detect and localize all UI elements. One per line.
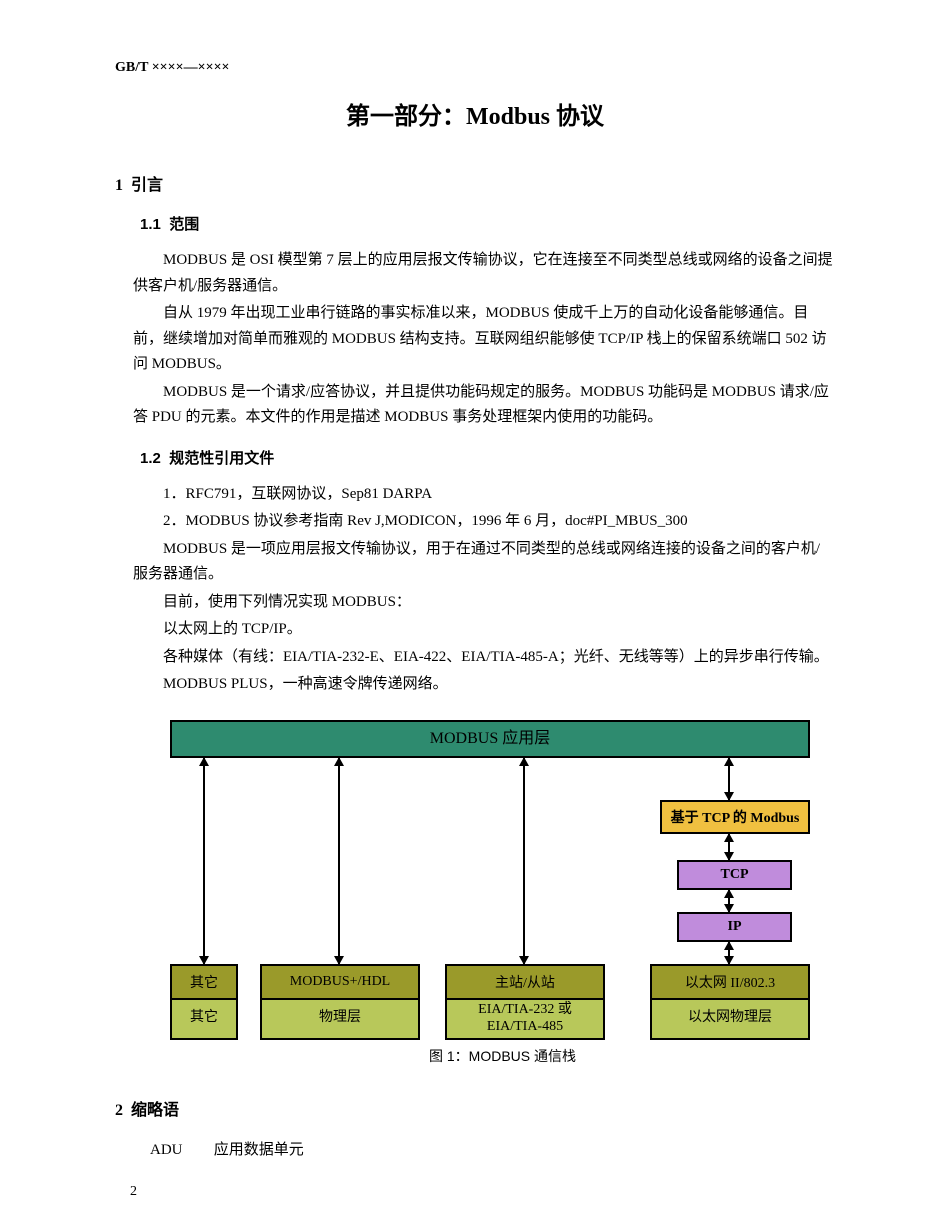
para-5: 目前，使用下列情况实现 MODBUS： [133,590,835,616]
section-1-1-num: 1.1 [140,216,161,233]
diagram-arrow [338,758,340,964]
diagram-r2-c1: 其它 [170,964,238,1000]
arrowhead-up-icon [724,941,734,950]
diagram-r3-c4: 以太网物理层 [650,1000,810,1040]
arrowhead-down-icon [519,956,529,965]
para-4: MODBUS 是一项应用层报文传输协议，用于在通过不同类型的总线或网络连接的设备… [133,537,835,588]
arrowhead-down-icon [724,956,734,965]
section-1-1-text: 范围 [169,216,199,233]
diagram-tcp: TCP [677,860,792,890]
para-8: MODBUS PLUS，一种高速令牌传递网络。 [133,672,835,698]
diagram-r2-c2: MODBUS+/HDL [260,964,420,1000]
section-2-heading: 2 缩略语 [115,1096,835,1120]
section-1-2-num: 1.2 [140,450,161,467]
page-title: 第一部分：Modbus 协议 [115,96,835,131]
para-6: 以太网上的 TCP/IP。 [133,617,835,643]
diagram-app-layer: MODBUS 应用层 [170,720,810,758]
arrowhead-down-icon [724,792,734,801]
diagram-r3-c3: EIA/TIA-232 或 EIA/TIA-485 [445,1000,605,1040]
arrowhead-down-icon [724,904,734,913]
section-1-2-text: 规范性引用文件 [169,450,274,467]
ref-1: 1．RFC791，互联网协议，Sep81 DARPA [133,482,835,508]
diagram-modbus-stack: MODBUS 应用层 基于 TCP 的 Modbus TCP IP 其它 MOD… [170,720,835,1066]
diagram-ip: IP [677,912,792,942]
diagram-r3-c2: 物理层 [260,1000,420,1040]
arrowhead-up-icon [724,833,734,842]
section-1-text: 引言 [131,177,163,194]
section-1-heading: 1 引言 [115,171,835,195]
section-1-1-heading: 1.1 范围 [140,213,835,234]
section-2-num: 2 [115,1102,123,1119]
diagram-arrow [203,758,205,964]
abbr-row: ADU 应用数据单元 [150,1138,835,1159]
section-1-num: 1 [115,177,123,194]
para-7: 各种媒体（有线：EIA/TIA-232-E、EIA-422、EIA/TIA-48… [133,645,835,671]
diagram-caption: 图 1：MODBUS 通信栈 [170,1046,835,1066]
diagram-tcp-modbus: 基于 TCP 的 Modbus [660,800,810,834]
diagram-r3-c1: 其它 [170,1000,238,1040]
section-1-2-heading: 1.2 规范性引用文件 [140,447,835,468]
ref-2: 2．MODBUS 协议参考指南 Rev J,MODICON，1996 年 6 月… [133,509,835,535]
abbr-key: ADU [150,1142,210,1159]
diagram-arrow [523,758,525,964]
arrowhead-down-icon [724,852,734,861]
diagram-r2-c3: 主站/从站 [445,964,605,1000]
arrowhead-up-icon [519,757,529,766]
para-3: MODBUS 是一个请求/应答协议，并且提供功能码规定的服务。MODBUS 功能… [133,380,835,431]
abbr-val: 应用数据单元 [214,1142,304,1158]
diagram-r3-c3-a: EIA/TIA-232 或 [478,1002,572,1019]
arrowhead-up-icon [334,757,344,766]
section-2-text: 缩略语 [131,1102,179,1119]
diagram-r2-c4: 以太网 II/802.3 [650,964,810,1000]
page-number: 2 [130,1184,137,1200]
para-2: 自从 1979 年出现工业串行链路的事实标准以来，MODBUS 使成千上万的自动… [133,301,835,378]
para-1: MODBUS 是 OSI 模型第 7 层上的应用层报文传输协议，它在连接至不同类… [133,248,835,299]
arrowhead-up-icon [199,757,209,766]
arrowhead-down-icon [199,956,209,965]
arrowhead-down-icon [334,956,344,965]
gbt-header: GB/T ××××—×××× [115,60,835,76]
arrowhead-up-icon [724,757,734,766]
diagram-r3-c3-b: EIA/TIA-485 [487,1019,563,1036]
arrowhead-up-icon [724,889,734,898]
